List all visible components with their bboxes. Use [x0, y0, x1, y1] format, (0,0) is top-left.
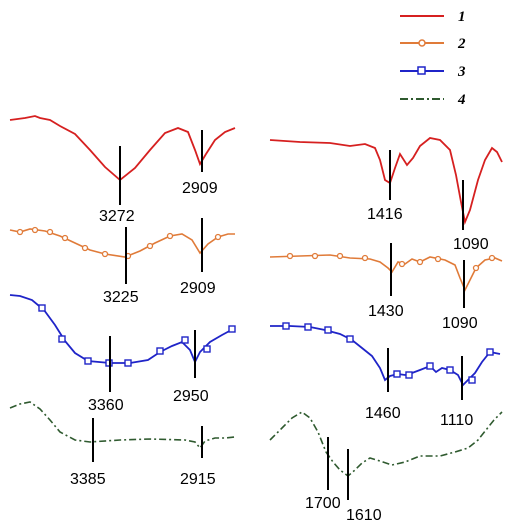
right-series-4-peak-label-2: 1610: [346, 507, 382, 524]
right-series-3-marker: [486, 348, 494, 356]
right-series-3-marker: [304, 323, 312, 331]
legend-label-2: 2: [457, 36, 466, 52]
left-series-2-marker: [101, 250, 109, 258]
left-series-2-peak-label-1: 3225: [103, 289, 139, 306]
left-series-3-marker: [38, 304, 46, 312]
right-series-2-marker: [286, 252, 294, 260]
left-series-1-peak-label-1: 3272: [99, 208, 135, 225]
legend-marker-2: [418, 39, 426, 47]
right-series-3-line: [270, 325, 501, 387]
left-series-3-marker: [228, 325, 236, 333]
right-series-1-line: [269, 137, 503, 226]
left-series-1-line: [9, 115, 236, 182]
right-series-3-markers: [282, 322, 494, 384]
right-series-2-marker: [416, 258, 424, 266]
right-series-3-marker: [393, 370, 401, 378]
right-series-2-line: [269, 254, 503, 292]
left-series-4-line: [9, 401, 236, 450]
left-series-2-marker: [16, 228, 24, 236]
left-series-3-marker: [203, 345, 211, 353]
right-series-4-peak-label-1: 1700: [305, 495, 341, 512]
left-series-2-peak-label-2: 2909: [180, 280, 216, 297]
left-series-3-marker: [84, 357, 92, 365]
right-series-1-peak-label-2: 1090: [453, 236, 489, 253]
left-series-3-marker: [181, 336, 189, 344]
right-series-2-marker: [311, 252, 319, 260]
left-series-3-peak-label-2: 2950: [173, 388, 209, 405]
legend-entry-2: 2: [400, 36, 466, 52]
right-series-2-markers: [286, 252, 496, 272]
right-series-3-marker: [346, 335, 354, 343]
left-series-1-peak-label-2: 2909: [182, 180, 218, 197]
left-series-2-marker: [214, 233, 222, 241]
left-series-2-marker: [61, 234, 69, 242]
left-series-2-marker: [46, 228, 54, 236]
legend-label-4: 4: [457, 92, 466, 108]
left-series-2-marker: [146, 242, 154, 250]
right-series-1-peak-label-1: 1416: [367, 206, 403, 223]
left-series-4-peak-label-2: 2915: [180, 471, 216, 488]
left-series-2-line: [9, 228, 235, 258]
right-series-3-marker: [282, 322, 290, 330]
left-series-3-markers: [38, 304, 236, 367]
right-series-3-peak-label-2: 1110: [440, 412, 473, 429]
right-series-2-marker: [361, 254, 369, 262]
legend-marker-3: [417, 66, 426, 75]
right-series-3-marker: [468, 376, 476, 384]
legend-label-3: 3: [457, 64, 466, 80]
left-panel: 3272 2909 3225 2909: [9, 115, 236, 488]
legend-entry-1: 1: [400, 9, 466, 25]
right-series-2-marker: [472, 264, 480, 272]
right-series-2-marker: [488, 254, 496, 262]
legend-entry-4: 4: [400, 92, 466, 108]
left-series-2-marker: [81, 244, 89, 252]
right-series-3-marker: [324, 326, 332, 334]
right-panel: 1416 1090 1430 1090: [269, 137, 503, 524]
right-series-3-marker: [426, 362, 434, 370]
legend: 1 2 3 4: [400, 9, 466, 108]
left-series-3-line: [9, 294, 236, 365]
right-series-3-marker: [405, 371, 413, 379]
left-series-2-markers: [16, 226, 222, 260]
right-series-2-marker: [336, 252, 344, 260]
left-series-2-marker: [31, 226, 39, 234]
left-series-3-marker: [58, 335, 66, 343]
left-series-2-marker: [166, 232, 174, 240]
left-series-3-marker: [156, 347, 164, 355]
right-series-2-peak-label-1: 1430: [368, 303, 404, 320]
right-series-4-line: [269, 411, 503, 478]
left-series-3-peak-label-1: 3360: [88, 397, 124, 414]
right-series-2-peak-label-2: 1090: [442, 315, 478, 332]
legend-entry-3: 3: [400, 64, 466, 80]
right-series-3-peak-label-1: 1460: [365, 405, 401, 422]
right-series-2-marker: [398, 260, 406, 268]
right-series-2-marker: [434, 255, 442, 263]
right-series-3-marker: [446, 366, 454, 374]
legend-label-1: 1: [458, 9, 466, 25]
left-series-3-marker: [124, 359, 132, 367]
left-series-4-peak-label-1: 3385: [70, 471, 106, 488]
